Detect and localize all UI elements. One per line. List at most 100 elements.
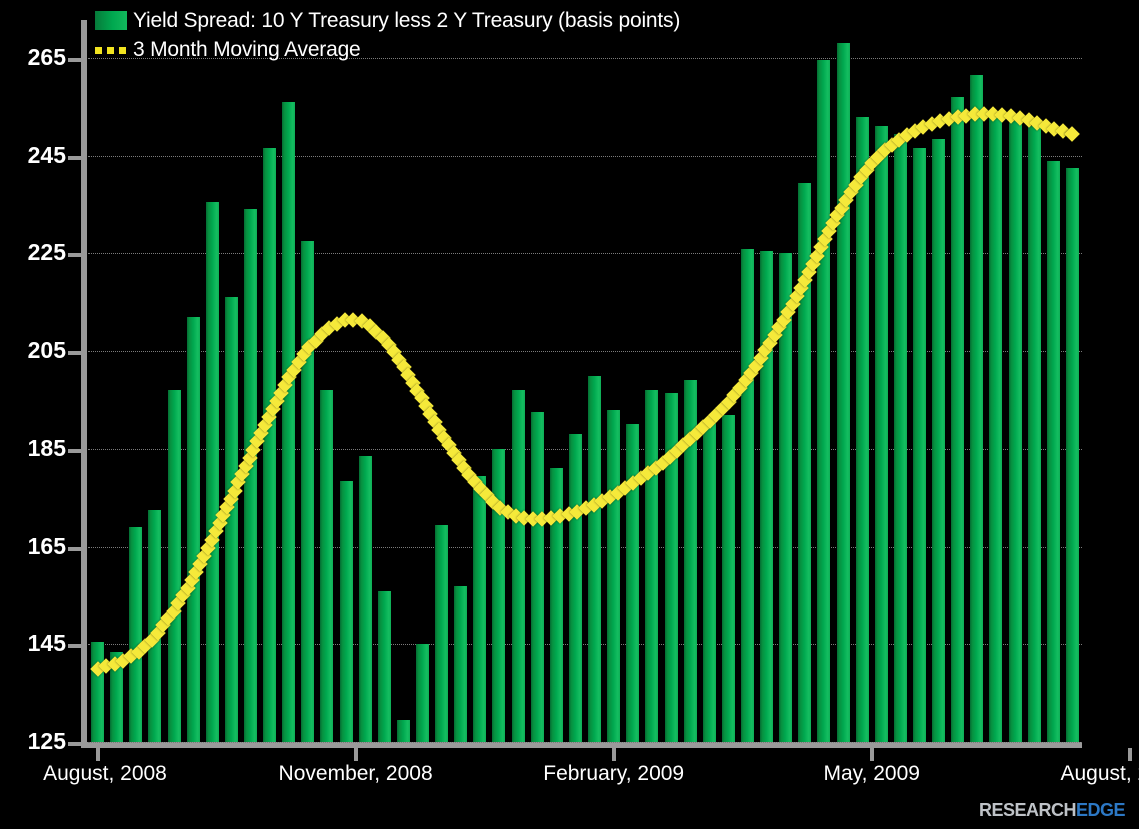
bar <box>1008 116 1022 742</box>
bar <box>263 148 277 742</box>
bar <box>129 527 143 742</box>
moving-average-dot <box>413 390 430 407</box>
x-tick-2 <box>611 748 616 761</box>
bar <box>396 720 410 742</box>
bar <box>1027 126 1041 742</box>
bar <box>282 101 296 742</box>
bar <box>492 448 506 742</box>
moving-average-dot <box>721 393 737 410</box>
bar <box>224 297 238 742</box>
gridline-185 <box>88 448 1082 450</box>
moving-average-dot <box>932 113 948 129</box>
moving-average-dot <box>714 400 731 416</box>
moving-average-dot <box>400 367 417 383</box>
moving-average-dot <box>328 316 345 333</box>
y-tick-225 <box>68 253 81 258</box>
bar <box>301 241 315 742</box>
y-axis-label-205: 205 <box>27 337 66 364</box>
research-edge-watermark: RESEARCHEDGE <box>978 800 1126 821</box>
moving-average-dot <box>396 359 412 375</box>
y-axis-label-225: 225 <box>27 239 66 266</box>
bar <box>683 380 697 742</box>
moving-average-dot <box>440 437 457 453</box>
bar <box>874 126 888 742</box>
moving-average-dot <box>391 351 407 368</box>
bar <box>1065 167 1079 742</box>
legend-entry-yield-spread: Yield Spread: 10 Y Treasury less 2 Y Tre… <box>95 6 680 35</box>
x-tick-4 <box>1127 748 1132 761</box>
moving-average-dot <box>314 326 330 343</box>
bar <box>855 116 869 742</box>
moving-average-dot <box>1064 125 1081 142</box>
x-axis-label-0: August, 2008 <box>43 762 167 785</box>
moving-average-dot <box>915 119 932 136</box>
bar <box>1046 160 1060 742</box>
y-tick-265 <box>68 58 81 62</box>
gridline-165 <box>88 546 1082 548</box>
moving-average-dot <box>386 344 402 361</box>
moving-average-dot <box>456 459 472 476</box>
gridline-245 <box>88 155 1082 157</box>
moving-average-dot <box>336 312 353 328</box>
bar <box>626 424 640 742</box>
bar <box>148 509 162 742</box>
moving-average-dot <box>427 414 443 430</box>
y-axis-label-145: 145 <box>27 630 66 657</box>
bar <box>588 375 602 742</box>
bar <box>740 248 754 742</box>
watermark-text-research: RESEARCH <box>978 800 1077 820</box>
plot-area <box>88 43 1082 743</box>
bar <box>205 202 219 742</box>
bar <box>377 590 391 742</box>
moving-average-dot <box>368 324 385 340</box>
bar <box>186 316 200 742</box>
x-tick-0 <box>95 748 100 761</box>
y-tick-245 <box>68 155 81 160</box>
legend-entry-moving-average: 3 Month Moving Average <box>95 35 680 64</box>
moving-average-dot <box>345 312 362 329</box>
moving-average-dot <box>907 123 923 139</box>
bar <box>951 97 965 742</box>
y-axis-label-185: 185 <box>27 434 66 461</box>
y-tick-125 <box>68 742 81 746</box>
bar <box>549 468 563 742</box>
x-axis-label-1: November, 2008 <box>278 762 433 785</box>
x-axis-line <box>81 742 1082 748</box>
bar <box>645 390 659 742</box>
y-tick-205 <box>68 351 81 356</box>
moving-average-dot <box>320 320 337 337</box>
y-tick-165 <box>68 546 81 551</box>
bar <box>110 651 124 742</box>
y-tick-145 <box>68 644 81 649</box>
y-axis-label-265: 265 <box>27 44 66 70</box>
bar <box>817 60 831 742</box>
x-axis-label-4: August, 2009 <box>1060 762 1139 785</box>
moving-average-dot <box>375 330 391 346</box>
y-axis-label-245: 245 <box>27 141 66 168</box>
bar <box>91 641 105 742</box>
legend-bar-swatch <box>95 11 127 30</box>
moving-average-dot <box>405 374 421 391</box>
chart-legend: Yield Spread: 10 Y Treasury less 2 Y Tre… <box>95 6 680 64</box>
x-tick-1 <box>353 748 358 761</box>
y-tick-185 <box>68 448 81 453</box>
bar <box>167 390 181 742</box>
bar <box>760 251 774 742</box>
bar <box>989 116 1003 742</box>
bar <box>320 390 334 742</box>
bar <box>339 480 353 742</box>
y-axis-line <box>81 20 87 748</box>
bar <box>702 422 716 742</box>
moving-average-dot <box>726 386 743 403</box>
legend-label-moving-average: 3 Month Moving Average <box>133 37 361 61</box>
bar <box>836 43 850 742</box>
gridline-205 <box>88 351 1082 353</box>
bar <box>664 392 678 742</box>
x-tick-3 <box>869 748 874 761</box>
legend-line-swatch <box>95 40 127 59</box>
moving-average-dot <box>354 313 371 330</box>
gridline-145 <box>88 644 1082 646</box>
moving-average-dot <box>436 429 452 446</box>
gridline-225 <box>88 253 1082 255</box>
y-axis-label-165: 165 <box>27 532 66 559</box>
